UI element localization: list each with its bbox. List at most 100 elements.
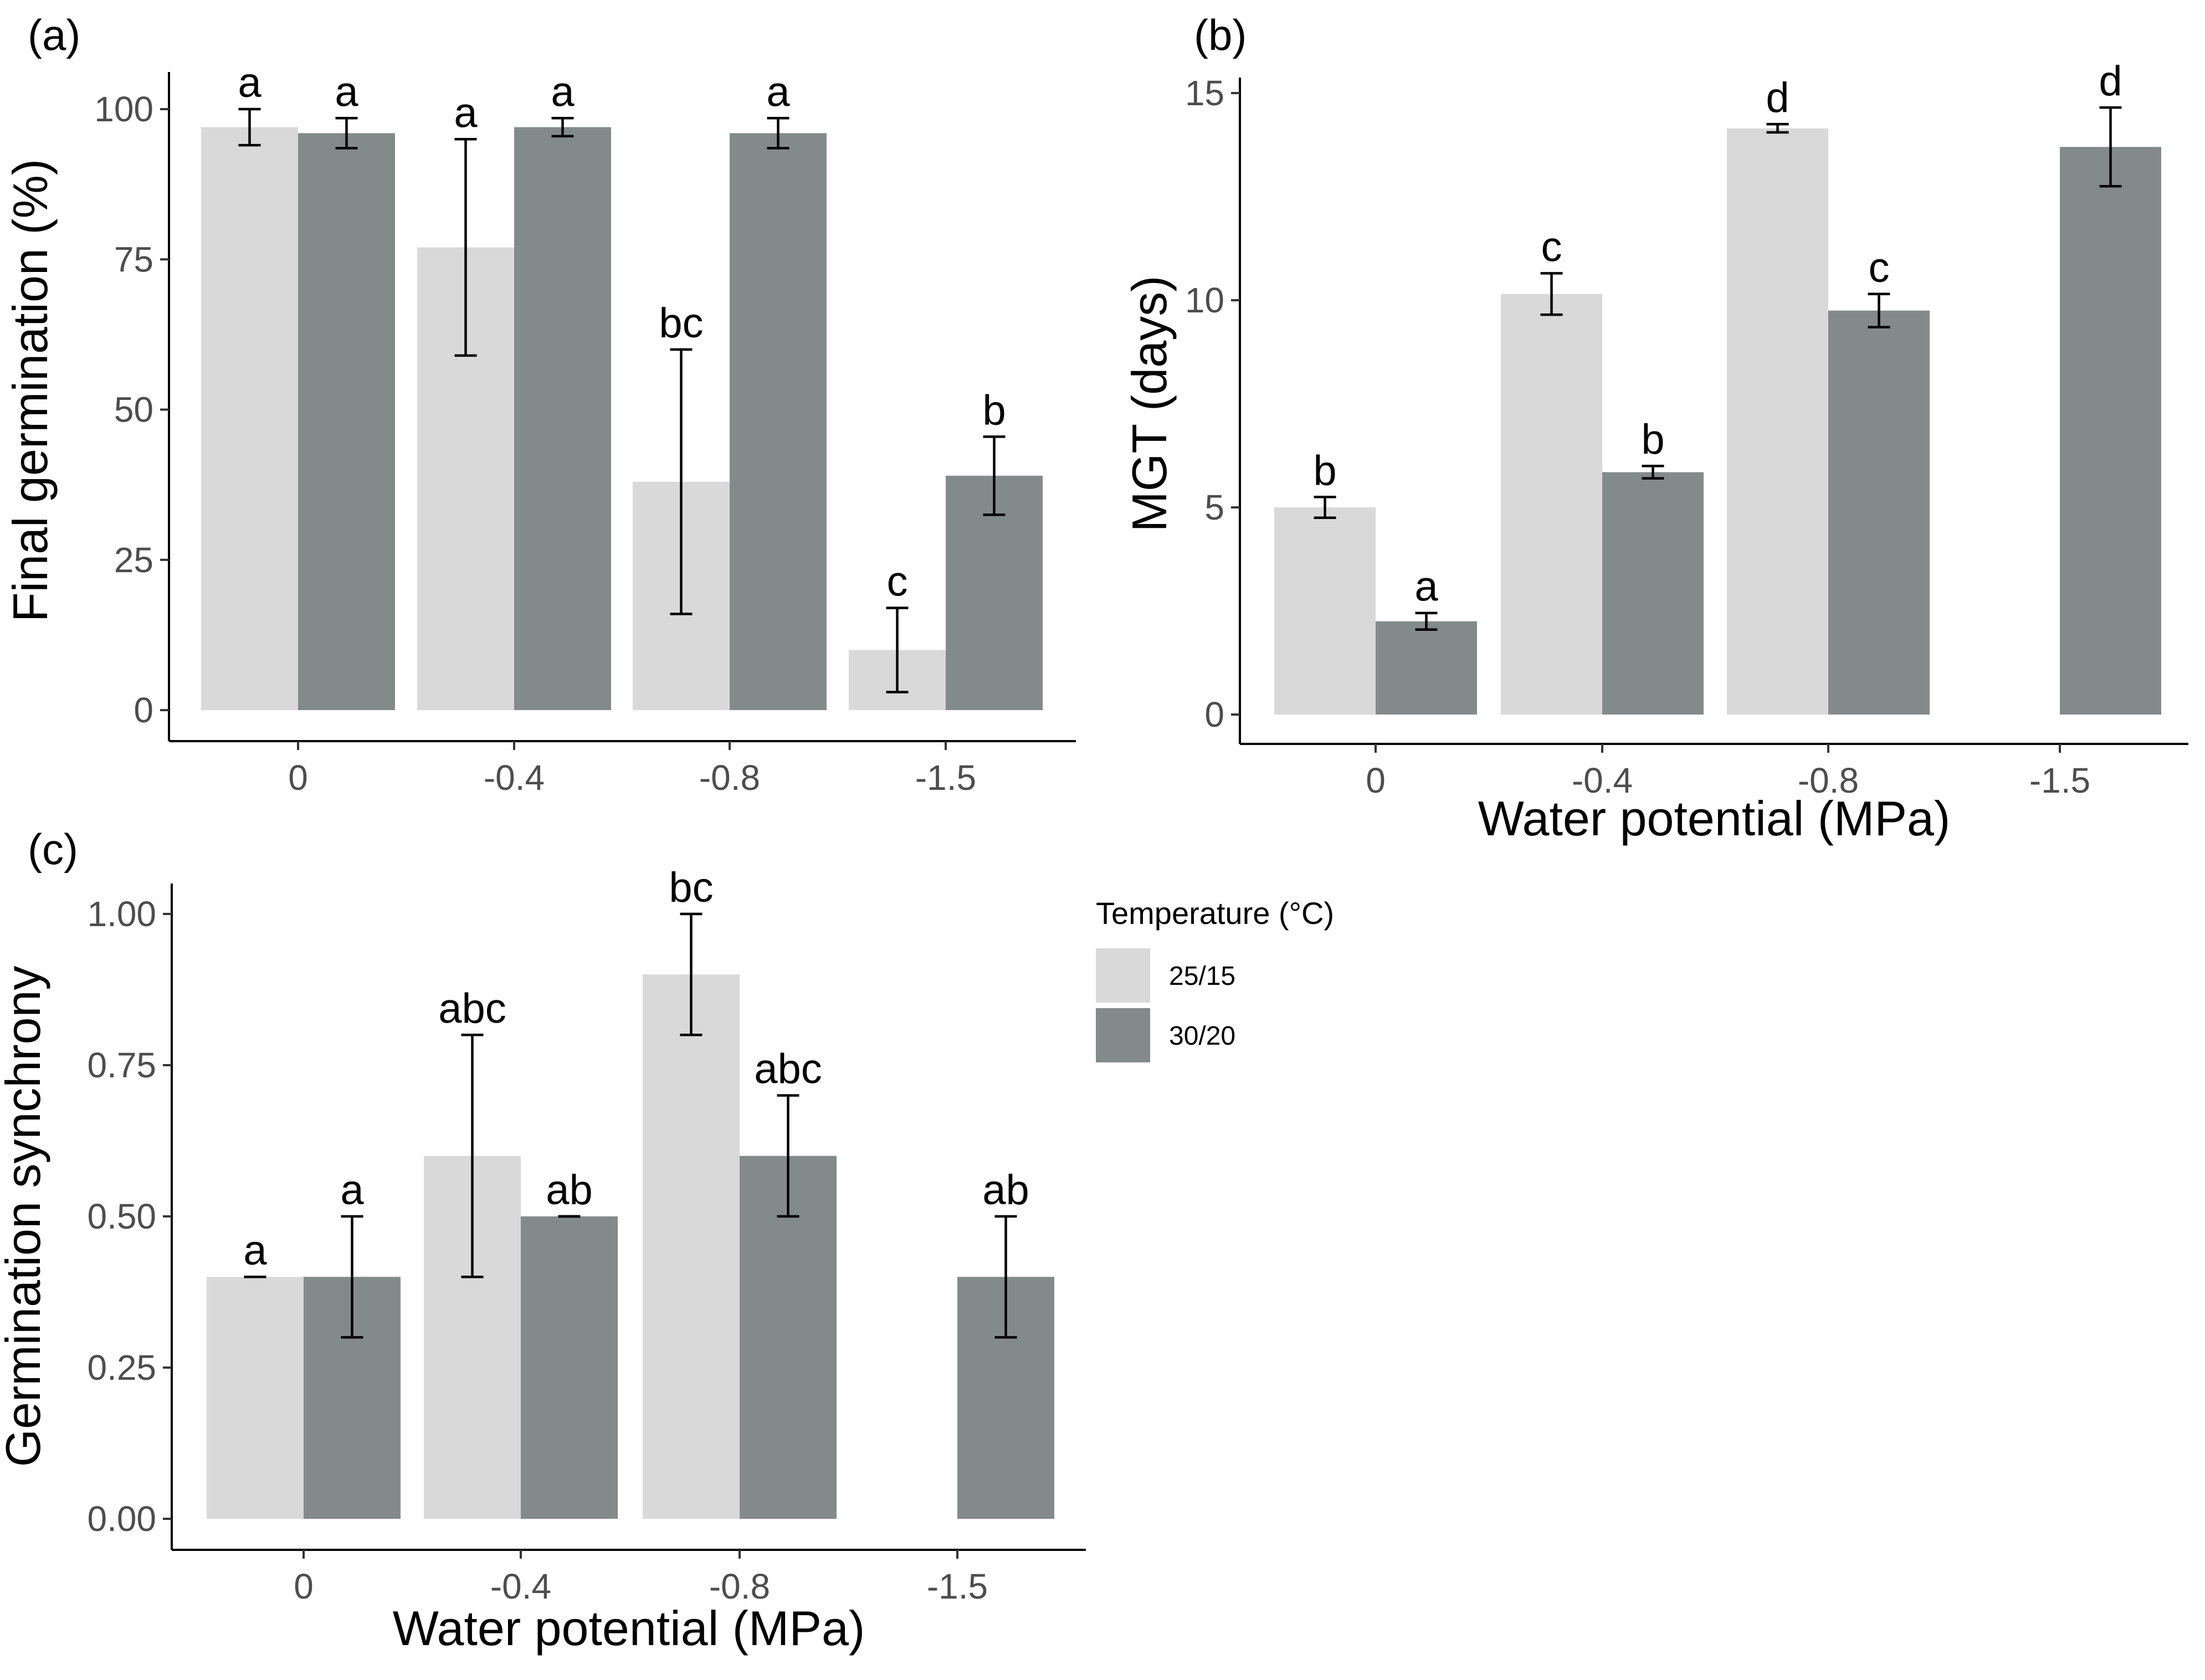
panel-label: (b) [1194,11,1247,59]
significance-letter: a [243,1227,267,1274]
significance-letter: a [766,68,790,115]
error-bar [994,1215,1017,1339]
legend-label: 25/15 [1169,962,1235,991]
significance-letter: bc [669,864,713,911]
error-bar [983,435,1006,516]
x-tick-label: 0 [288,758,308,798]
panel-a: (a) a a bc c a a a b 0 25 50 75 100 0 -0.4 -0.8 -1.5 Final… [3,11,1076,798]
significance-letter: d [1766,74,1789,121]
x-tick-label: -0.8 [699,758,760,798]
error-bar [454,138,477,357]
y-tick-label: 25 [114,540,153,580]
bar-30-20--0.4 [521,1216,618,1519]
legend-swatch-25-15 [1096,948,1150,1003]
y-axis-title: MGT (days) [1122,276,1177,532]
significance-letter: a [340,1167,364,1214]
x-tick-label: -0.8 [709,1566,770,1606]
y-tick-label: 0.25 [87,1348,156,1388]
legend: Temperature (°C) 25/15 30/20 [1096,896,1334,1062]
significance-letter: a [551,68,575,115]
significance-letter: a [454,89,478,136]
error-bar [1415,612,1438,631]
bar-25-15--0.4 [1501,294,1602,715]
significance-letter: abc [754,1046,822,1093]
x-tick-label: -0.4 [1572,761,1633,800]
error-bar [1642,464,1664,480]
significance-letter: c [1869,244,1890,291]
y-tick-label: 15 [1185,73,1224,113]
bar-30-20--0.8 [730,133,827,710]
x-tick-label: -1.5 [2029,761,2090,800]
significance-letter: d [2099,58,2122,105]
bar-25-15--0.8 [1727,128,1828,715]
bar-25-15-0 [207,1277,304,1519]
significance-letter: ab [982,1167,1029,1214]
bar-30-20--0.8 [1828,310,1930,715]
significance-letter: c [887,558,908,605]
bar-30-20-0 [1376,621,1477,715]
error-bar [1540,272,1563,316]
error-bar [680,912,702,1036]
y-tick-label: 0.75 [87,1045,156,1085]
significance-letter: a [238,59,261,106]
error-bar [767,117,789,150]
y-axis-title: Germination synchrony [0,966,50,1467]
panel-label: (c) [28,825,78,874]
x-tick-label: -1.5 [915,758,976,798]
error-bar [1868,292,1890,328]
significance-letter: a [335,68,358,115]
x-axis-title: Water potential (MPa) [1478,791,1951,846]
panel-b: (b) b c d a b c d 0 5 10 15 0 -0.4 -0.8 -1.5 MGT (days) W… [1122,11,2188,846]
legend-label: 30/20 [1169,1021,1235,1051]
error-bar [341,1215,363,1339]
bar-25-15-0 [201,127,298,710]
legend-title: Temperature (°C) [1096,896,1334,931]
x-tick-label: 0 [1366,761,1386,800]
x-tick-label: -0.4 [490,1566,551,1606]
error-bar [886,607,909,693]
bar-30-20--1.5 [2060,147,2161,715]
bar-25-15-0 [1274,507,1376,715]
y-tick-label: 0.00 [87,1499,156,1539]
error-bar [1314,496,1336,519]
significance-letter: bc [659,300,703,347]
bar-30-20-0 [298,133,395,710]
panel-c: (c) a abc bc a ab abc ab 0.00 0.25 0.50 0.75 1.00 0 -0… [0,825,1086,1656]
significance-letter: b [1313,447,1336,494]
error-bar [335,117,358,150]
error-bar [1766,122,1789,134]
bar-25-15--0.8 [643,974,740,1519]
y-tick-label: 50 [114,390,153,430]
error-bar [2099,106,2122,188]
legend-swatch-30-20 [1096,1008,1150,1062]
x-axis-title: Water potential (MPa) [393,1601,865,1656]
bar-30-20--0.4 [1602,472,1704,715]
y-tick-label: 0.50 [87,1196,156,1236]
error-bar [238,107,261,147]
y-tick-label: 10 [1185,280,1224,320]
y-tick-label: 100 [94,89,153,129]
x-tick-label: 0 [294,1566,314,1606]
y-tick-label: 0 [134,690,153,730]
significance-letter: abc [438,985,506,1032]
x-tick-label: -0.4 [484,758,545,798]
x-tick-label: -0.8 [1798,761,1859,800]
y-tick-label: 0 [1204,695,1224,734]
error-bar [461,1034,484,1278]
significance-letter: b [1641,416,1664,463]
significance-letter: ab [546,1167,593,1214]
error-bar [551,117,574,138]
bar-30-20--0.4 [514,127,611,710]
significance-letter: c [1541,223,1562,270]
significance-letter: a [1414,563,1438,610]
error-bar [670,348,693,615]
panel-label: (a) [28,11,80,59]
y-tick-label: 5 [1204,487,1224,527]
y-tick-label: 75 [114,239,153,279]
y-axis-title: Final germination (%) [3,159,58,622]
significance-letter: b [982,387,1006,434]
error-bar [777,1094,799,1218]
x-tick-label: -1.5 [927,1566,988,1606]
y-tick-label: 1.00 [87,894,156,934]
